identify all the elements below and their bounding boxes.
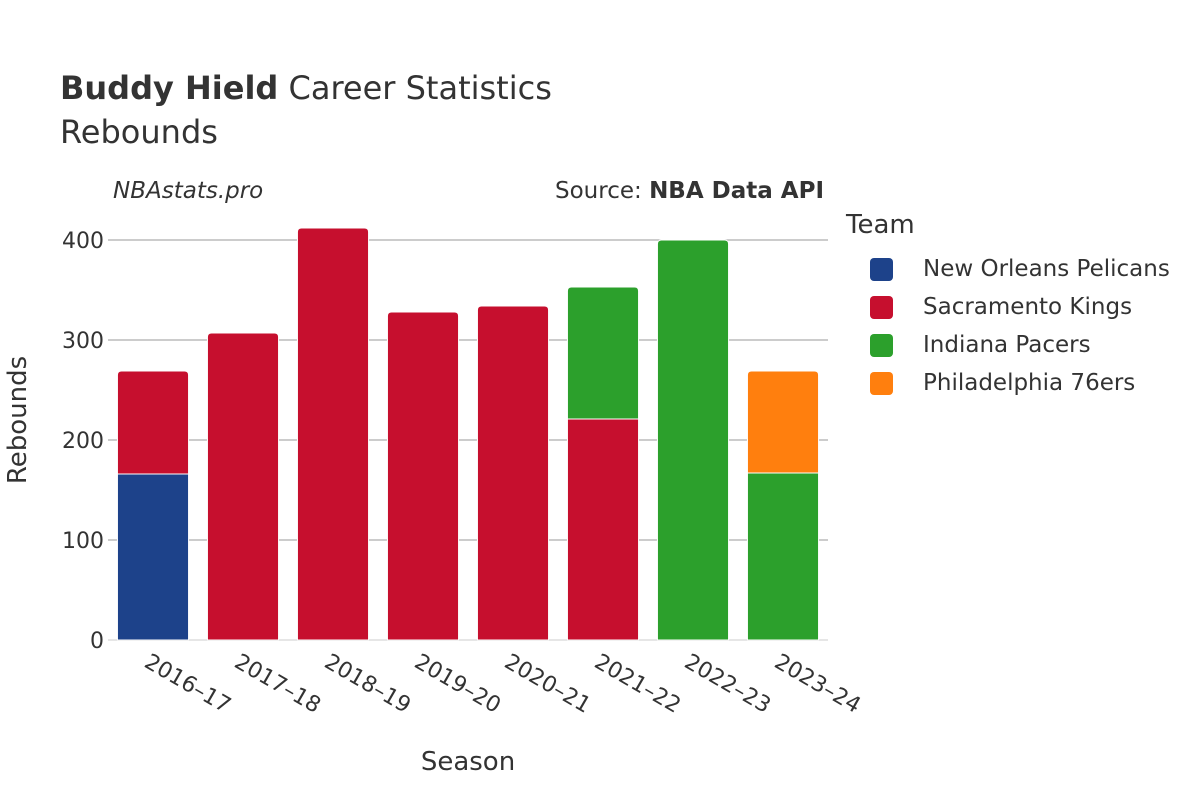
chart-subtitle: Rebounds <box>60 113 218 151</box>
y-tick-label: 400 <box>62 229 104 254</box>
x-tick-label: 2020–21 <box>500 650 595 719</box>
bar-segment <box>566 418 640 641</box>
title-rest: Career Statistics <box>278 69 552 107</box>
legend-label: Indiana Pacers <box>923 332 1091 358</box>
bar-segment <box>746 472 820 641</box>
chart-title: Buddy Hield Career Statistics <box>60 68 552 108</box>
bar-segment <box>386 311 460 641</box>
bar-segment <box>566 286 640 420</box>
y-tick-label: 300 <box>62 329 104 354</box>
title-player-name: Buddy Hield <box>60 69 279 107</box>
y-axis-label: Rebounds <box>3 356 33 484</box>
x-axis-label: Season <box>421 747 515 777</box>
site-credit: NBAstats.pro <box>113 178 264 204</box>
legend-label: New Orleans Pelicans <box>923 256 1170 282</box>
x-tick-label: 2019–20 <box>410 650 505 719</box>
y-tick-label: 200 <box>62 429 104 454</box>
legend-swatch <box>870 295 893 319</box>
legend: New Orleans Pelicans Sacramento Kings Indi… <box>870 250 1170 402</box>
legend-item[interactable]: New Orleans Pelicans <box>870 250 1170 288</box>
x-tick-label: 2021–22 <box>590 650 685 719</box>
source-prefix: Source: <box>555 178 650 204</box>
bar-segment <box>116 370 190 475</box>
legend-swatch <box>870 371 893 395</box>
x-tick-label: 2022–23 <box>680 650 775 719</box>
x-tick-label: 2023–24 <box>770 650 865 719</box>
bar-segment <box>656 239 730 641</box>
x-tick-label: 2017–18 <box>230 650 325 719</box>
source-credit: Source: NBA Data API <box>555 178 824 204</box>
legend-swatch <box>870 257 893 281</box>
legend-title: Team <box>846 210 915 240</box>
legend-item[interactable]: Sacramento Kings <box>870 288 1170 326</box>
bar-segment <box>206 332 280 641</box>
bar-segment <box>116 473 190 641</box>
x-tick-label: 2018–19 <box>320 650 415 719</box>
y-tick-label: 0 <box>90 629 104 654</box>
bar-segment <box>476 305 550 641</box>
legend-item[interactable]: Philadelphia 76ers <box>870 364 1170 402</box>
legend-label: Sacramento Kings <box>923 294 1133 320</box>
legend-item[interactable]: Indiana Pacers <box>870 326 1170 364</box>
bar-segment <box>746 370 820 474</box>
legend-label: Philadelphia 76ers <box>923 370 1136 396</box>
source-name: NBA Data API <box>649 178 824 204</box>
legend-swatch <box>870 333 893 357</box>
y-tick-label: 100 <box>62 529 104 554</box>
x-tick-label: 2016–17 <box>140 650 235 719</box>
bar-segment <box>296 227 370 641</box>
